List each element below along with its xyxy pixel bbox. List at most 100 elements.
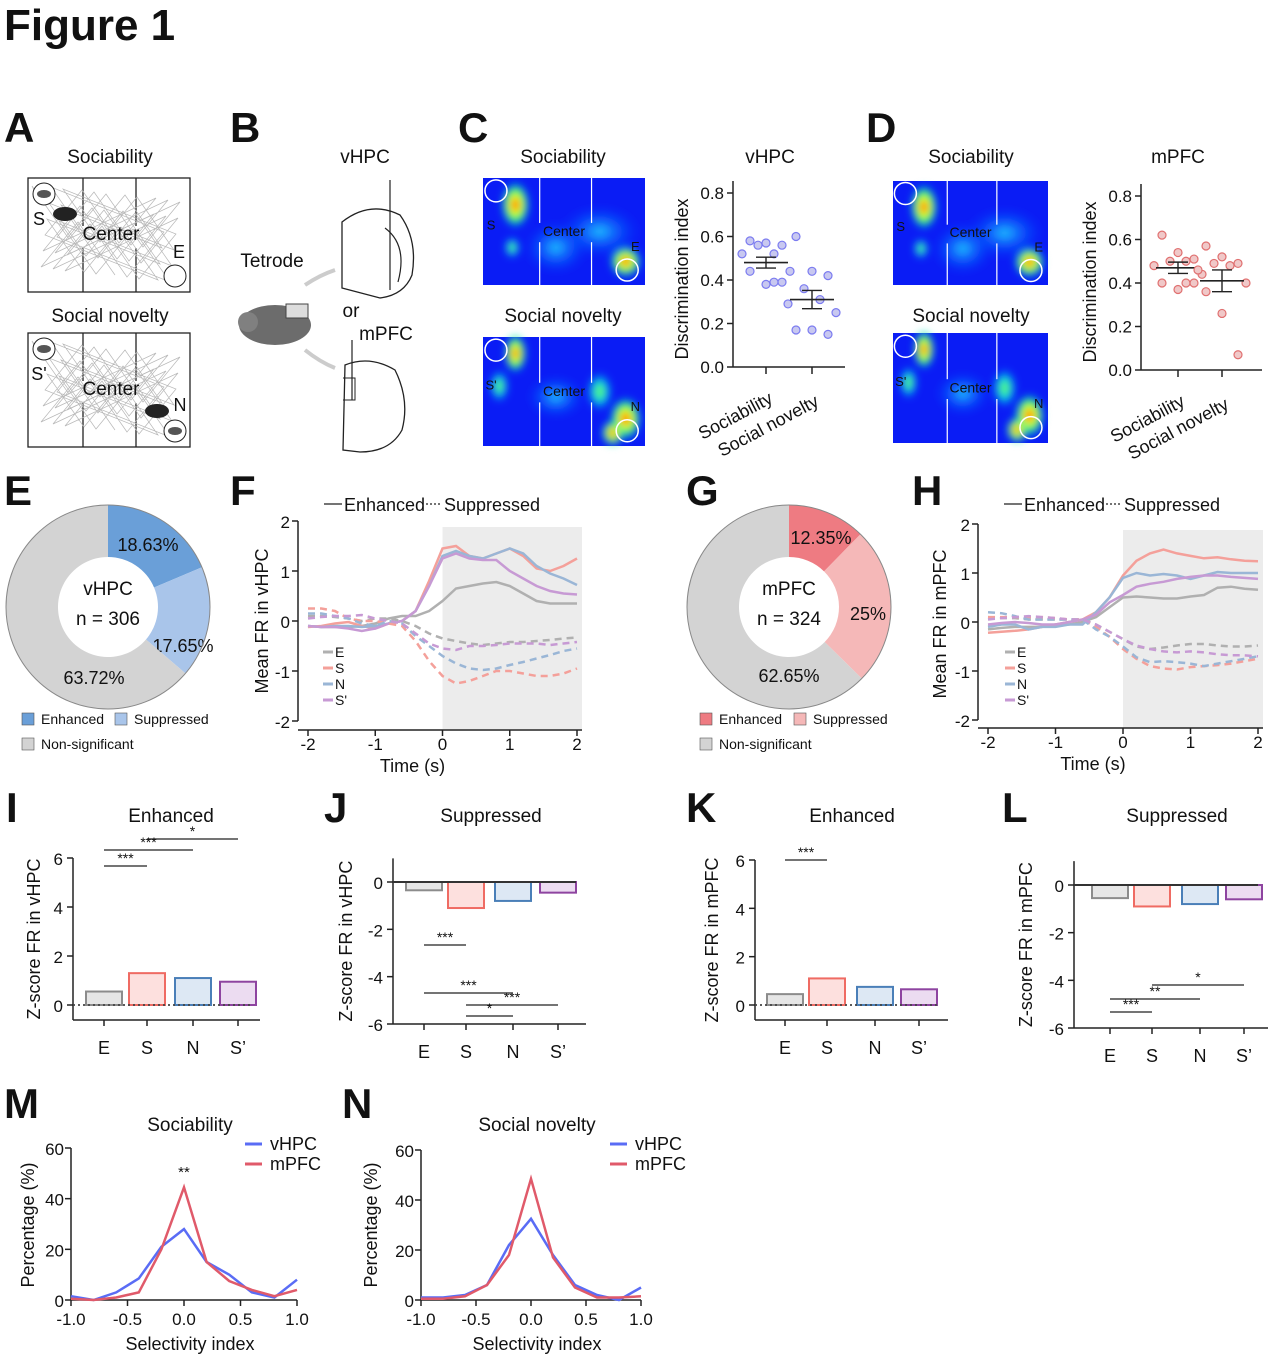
heatmap-title-sociability: Sociability <box>520 147 606 168</box>
x-tick-label: 0.5 <box>574 1310 598 1329</box>
y-tick-label: 0 <box>281 613 290 632</box>
panel-letter-A: A <box>4 104 34 151</box>
significance-label: * <box>487 1000 493 1016</box>
arena-label-left: S' <box>31 364 46 384</box>
x-tick-label: E <box>418 1042 430 1062</box>
y-axis-label: Mean FR in mPFC <box>930 549 950 698</box>
heat-blob <box>601 419 624 447</box>
series-legend-label: N <box>335 676 345 692</box>
y-axis-label: Z-score FR in mPFC <box>702 857 722 1022</box>
heatmap-blobs <box>899 329 1045 443</box>
test-mouse-icon <box>145 404 169 418</box>
bar-1 <box>447 881 485 910</box>
cage-circle-right <box>163 264 187 288</box>
x-tick-label: S’ <box>230 1038 246 1058</box>
data-point <box>791 231 801 242</box>
series-line-suppressed-S <box>988 615 1259 671</box>
chart-title: Suppressed <box>1126 806 1227 827</box>
y-tick-label: 0.6 <box>1108 231 1132 250</box>
series-legend-label: S <box>1017 660 1026 676</box>
trajectory-path <box>31 185 181 283</box>
x-tick-label: N <box>187 1038 200 1058</box>
data-point <box>769 277 779 287</box>
y-tick-label: 20 <box>45 1241 64 1260</box>
y-tick-label: -2 <box>275 713 290 732</box>
y-tick-label: 4 <box>54 899 63 918</box>
arena-label-left: S <box>33 209 45 229</box>
panel-letter-C: C <box>458 104 488 151</box>
y-tick-label: 0 <box>961 614 970 633</box>
occupancy-heatmap-vhpc-social-novelty: S' Center N <box>483 333 645 447</box>
mouse-icon <box>168 427 182 435</box>
headstage-icon <box>285 303 309 319</box>
y-tick-label: 0.4 <box>1108 274 1132 293</box>
panel-letter-K: K <box>686 784 716 831</box>
legend-label: Enhanced <box>41 711 104 727</box>
data-point <box>1201 241 1211 251</box>
y-tick-label: 4 <box>736 900 745 919</box>
panel-letter-B: B <box>230 104 260 151</box>
chart-title: Enhanced <box>128 806 214 827</box>
legend-label: mPFC <box>270 1154 321 1174</box>
y-tick-label: 0.8 <box>1108 187 1132 206</box>
data-point <box>791 325 801 335</box>
legend-swatch <box>699 737 713 751</box>
y-tick-label: 60 <box>45 1140 64 1159</box>
heat-blob <box>504 236 521 259</box>
data-point <box>1209 258 1219 269</box>
x-tick-label: S <box>821 1038 833 1058</box>
legend-swatch <box>21 712 35 726</box>
x-axis-label: Selectivity index <box>125 1334 254 1354</box>
vhpc-brain-section <box>341 208 415 299</box>
series-line-mpfc <box>70 1183 298 1302</box>
data-point <box>1225 261 1235 271</box>
series-line-suppressed-S-prime <box>307 613 578 652</box>
data-point <box>777 277 787 287</box>
cage-circle-right <box>1019 415 1043 440</box>
series-line-enhanced-N <box>307 547 578 629</box>
panel-letter-I: I <box>6 784 18 831</box>
heatmap-label-left: S' <box>895 374 906 389</box>
arena-title-sociability: Sociability <box>67 147 153 168</box>
pie-slice-label: 17.65% <box>152 636 213 656</box>
legend-label-enhanced: Enhanced <box>1024 495 1105 515</box>
pie-slice-label: 12.35% <box>790 528 851 548</box>
cage-circle-right <box>615 258 639 282</box>
heat-blob <box>910 184 938 230</box>
series-line-suppressed-E <box>987 615 1259 651</box>
pie-slice-label: 18.63% <box>117 535 178 555</box>
occupancy-heatmap-mpfc-sociability: S Center E <box>893 181 1048 285</box>
y-tick-label: 0 <box>736 997 745 1016</box>
trajectory-path <box>31 340 181 438</box>
data-point <box>1173 247 1183 258</box>
x-tick-label: S <box>1146 1046 1158 1066</box>
mouse-head-icon <box>238 312 258 332</box>
significance-label: *** <box>140 834 157 850</box>
legend-swatch <box>793 712 807 726</box>
heatmap-label-center: Center <box>543 223 585 239</box>
legend-label: Suppressed <box>134 711 209 727</box>
bar-0 <box>1091 884 1129 900</box>
chart-panel-E: 18.63% Enhanced 17.65% Suppressed 63.72% Non-… <box>5 504 214 752</box>
y-axis-label: Z-score FR in vHPC <box>336 861 356 1022</box>
x-tick-label: E <box>1104 1046 1116 1066</box>
data-point <box>1233 350 1243 360</box>
series-line-mpfc <box>421 1174 642 1301</box>
chart-title: Sociability <box>147 1115 233 1136</box>
panel-letter-G: G <box>686 467 719 514</box>
data-point <box>1217 252 1227 262</box>
bar-1 <box>808 977 846 1007</box>
x-tick-label: 0 <box>438 735 447 754</box>
chart-panel-J: Suppressed 0 -2 -4 -6 Z-score FR in vHPC E S N S’… <box>336 806 586 1062</box>
heatmap-label-center: Center <box>949 379 991 395</box>
x-tick-label: 1 <box>505 735 514 754</box>
y-tick-label: 0 <box>405 1292 414 1311</box>
heatmap-title-social-novelty: Social novelty <box>912 306 1030 327</box>
chart-panel-N: Social novelty 0 20 40 60 -1.0 -0.5 0.0 0.5 1.0 Se… <box>361 1115 686 1354</box>
bar-2 <box>856 985 894 1006</box>
arena-label-center: Center <box>82 224 140 245</box>
heat-blob <box>500 181 530 229</box>
significance-label: *** <box>1123 996 1140 1012</box>
arrow-to-vhpc-icon <box>303 268 336 287</box>
